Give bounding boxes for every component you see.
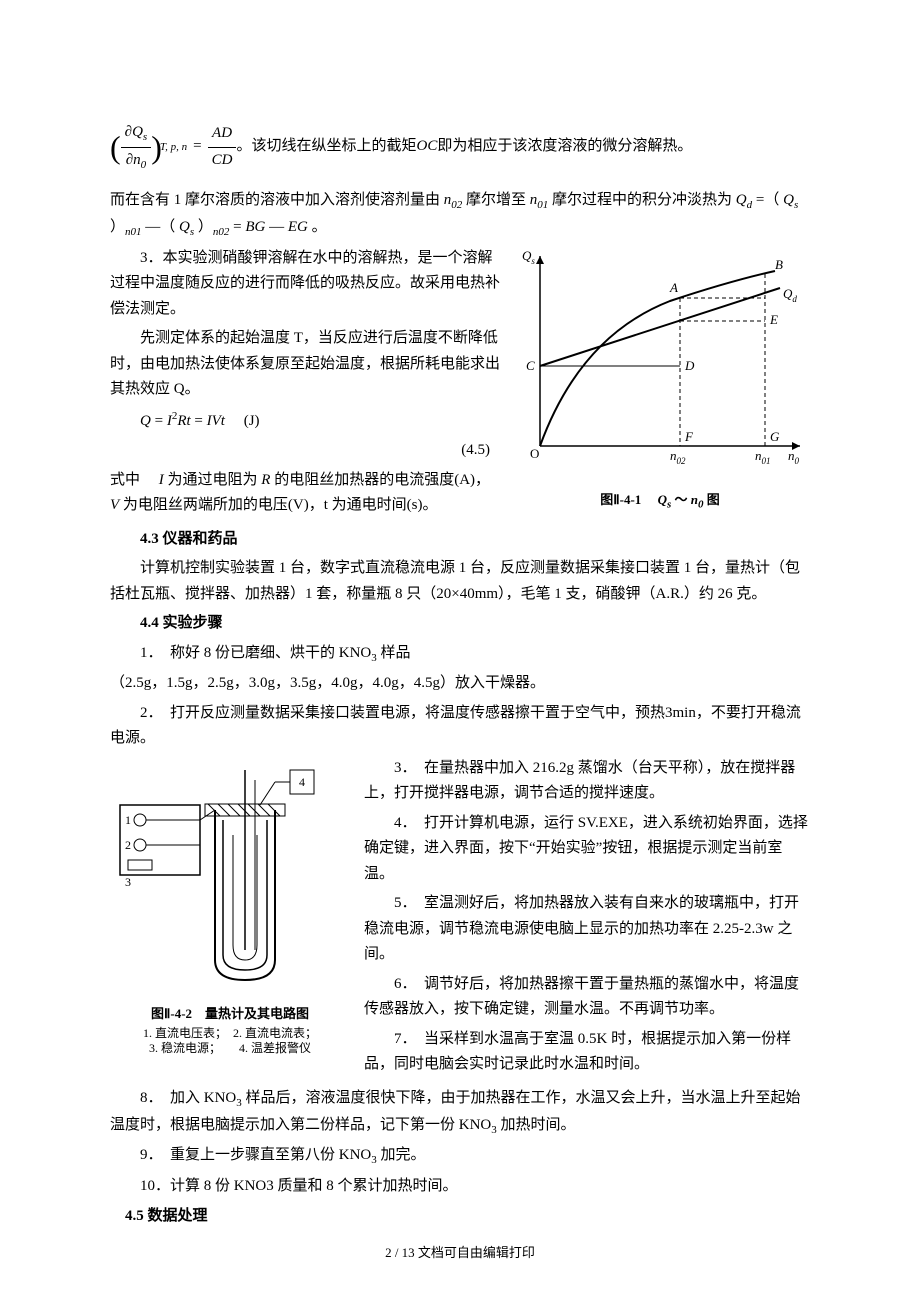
svg-text:D: D [684, 358, 695, 373]
partial-bot-sub: 0 [141, 159, 147, 171]
svg-text:n01: n01 [755, 448, 771, 466]
formula-partial: ( ∂Qs ∂n0 ) T, p, n = AD CD 。该切线在纵坐标上的截矩… [110, 120, 810, 174]
svg-text:4: 4 [299, 775, 305, 789]
svg-text:O: O [530, 446, 539, 461]
trail-oc: OC [416, 134, 437, 160]
figure-4-2: 1 2 3 4 图Ⅱ-4-2 量热计及其电路图 1. 直流电压表； 2. 直流电… [110, 760, 350, 1057]
step-10: 10．计算 8 份 KNO3 质量和 8 个累计加热时间。 [110, 1174, 810, 1200]
heading-4-3: 4.3 仪器和药品 [110, 527, 810, 553]
heading-4-5: 4.5 数据处理 [110, 1204, 810, 1230]
para-43: 计算机控制实验装置 1 台，数字式直流稳流电源 1 台，反应测量数据采集接口装置… [110, 556, 810, 607]
partial-bot: ∂n [126, 152, 141, 168]
figure-4-2-caption: 图Ⅱ-4-2 量热计及其电路图 [110, 1003, 350, 1025]
figure-4-1-caption: 图Ⅱ-4-1 Qs ～ n0 图 [510, 489, 810, 514]
step-8: 8． 加入 KNO3 样品后，溶液温度很快下降，由于加热器在工作，水温又会上升，… [110, 1086, 810, 1139]
svg-text:G: G [770, 429, 780, 444]
svg-text:Qd: Qd [783, 286, 797, 304]
para-integral: 而在含有 1 摩尔溶质的溶液中加入溶剂使溶剂量由 n02 摩尔增至 n01 摩尔… [110, 188, 810, 241]
partial-top: ∂Q [125, 124, 143, 140]
page-footer: 2 / 13 文档可自由编辑打印 [0, 1242, 920, 1264]
svg-text:C: C [526, 358, 535, 373]
svg-text:A: A [669, 280, 678, 295]
step-1b: （2.5g，1.5g，2.5g，3.0g，3.5g，4.0g，4.0g，4.5g… [110, 671, 810, 697]
step-9: 9． 重复上一步骤直至第八份 KNO3 加完。 [110, 1143, 810, 1170]
paren-left: ( [110, 131, 121, 163]
rhs-top: AD [208, 121, 236, 148]
step-1: 1． 称好 8 份已磨细、烘干的 KNO3 样品 [110, 641, 810, 668]
figure-4-1: Qs B Qd A E C D F G O n02 n01 n0 图Ⅱ-4-1 … [510, 246, 810, 515]
step-2: 2． 打开反应测量数据采集接口装置电源，将温度传感器擦干置于空气中，预热3min… [110, 701, 810, 752]
partial-top-sub: s [143, 131, 147, 143]
svg-text:Qs: Qs [522, 248, 535, 266]
partial-fraction: ∂Qs ∂n0 [121, 120, 152, 174]
svg-text:n02: n02 [670, 448, 686, 466]
svg-text:F: F [684, 429, 694, 444]
heading-4-4: 4.4 实验步骤 [110, 611, 810, 637]
eq: = [193, 134, 201, 160]
trail2: 即为相应于该浓度溶液的微分溶解热。 [437, 134, 692, 160]
figure-4-2-legend2: 3. 稳流电源； 4. 温差报警仪 [110, 1041, 350, 1057]
eq-num: (4.5) [110, 438, 490, 464]
rhs-bot: CD [208, 148, 237, 174]
svg-text:3: 3 [125, 875, 131, 889]
svg-text:2: 2 [125, 838, 131, 852]
cond-sub: T, p, n [160, 138, 187, 157]
svg-text:n0: n0 [788, 448, 800, 466]
trail1: 。该切线在纵坐标上的截矩 [236, 134, 416, 160]
svg-text:1: 1 [125, 813, 131, 827]
svg-text:B: B [775, 257, 783, 272]
rhs-fraction: AD CD [208, 121, 237, 173]
figure-4-2-legend1: 1. 直流电压表； 2. 直流电流表； [110, 1026, 350, 1042]
svg-text:E: E [769, 312, 778, 327]
